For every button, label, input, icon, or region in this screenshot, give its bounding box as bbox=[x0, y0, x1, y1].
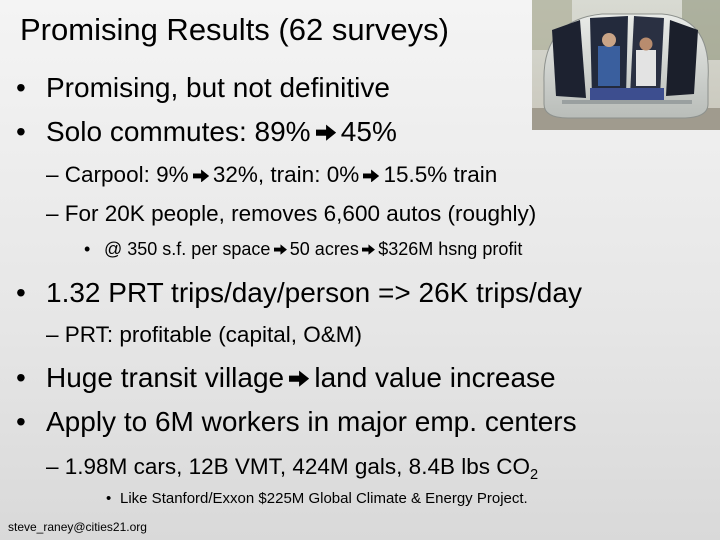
bullet-text-part: 45% bbox=[340, 116, 397, 147]
right-arrow-icon bbox=[362, 244, 376, 255]
bullet-text: 1.32 PRT trips/day/person => 26K trips/d… bbox=[46, 277, 582, 308]
right-arrow-icon bbox=[192, 168, 209, 183]
third-text-part: @ 350 s.f. per space bbox=[104, 239, 271, 259]
dash-marker: – bbox=[46, 201, 59, 226]
sub-text-part: 32%, train: 0% bbox=[212, 162, 360, 187]
slide-title: Promising Results (62 surveys) bbox=[20, 12, 449, 47]
bullet-line-transit-village: • Huge transit village land value increase bbox=[16, 362, 556, 394]
bullet-text: Promising, but not definitive bbox=[46, 72, 390, 103]
bullet-text-part: Solo commutes: 89% bbox=[46, 116, 311, 147]
third-line-acres: • @ 350 s.f. per space 50 acres $326M hsng … bbox=[84, 239, 522, 260]
bullet-marker: • bbox=[106, 490, 112, 507]
dash-marker: – bbox=[46, 454, 59, 479]
bullet-marker: • bbox=[16, 72, 26, 103]
sub-line-removes-autos: – For 20K people, removes 6,600 autos (r… bbox=[46, 201, 536, 227]
bullet-marker: • bbox=[16, 362, 26, 393]
sub-text-part: 15.5% train bbox=[383, 162, 498, 187]
right-arrow-icon bbox=[273, 244, 287, 255]
bullet-marker: • bbox=[16, 406, 26, 437]
footer-email: steve_raney@cities21.org bbox=[8, 520, 147, 534]
sub-text: 1.98M cars, 12B VMT, 424M gals, 8.4B lbs… bbox=[64, 454, 530, 479]
third-text-part: 50 acres bbox=[289, 239, 359, 259]
bullet-line-apply-workers: • Apply to 6M workers in major emp. cente… bbox=[16, 406, 577, 438]
bullet-text: Apply to 6M workers in major emp. center… bbox=[46, 406, 577, 437]
dash-marker: – bbox=[46, 162, 59, 187]
sub-line-prt-profitable: – PRT: profitable (capital, O&M) bbox=[46, 322, 362, 348]
fourth-line-stanford-exxon: • Like Stanford/Exxon $225M Global Climat… bbox=[106, 490, 528, 507]
right-arrow-icon bbox=[289, 370, 310, 387]
bullet-text-part: Huge transit village bbox=[46, 362, 285, 393]
sub-line-co2: – 1.98M cars, 12B VMT, 424M gals, 8.4B l… bbox=[46, 454, 539, 484]
bullet-line-promising: • Promising, but not definitive bbox=[16, 72, 390, 104]
bullet-marker: • bbox=[84, 239, 91, 259]
right-arrow-icon bbox=[363, 168, 380, 183]
bullet-line-solo-commutes: • Solo commutes: 89% 45% bbox=[16, 116, 397, 148]
bullet-marker: • bbox=[16, 116, 26, 147]
third-text-part: $326M hsng profit bbox=[378, 239, 523, 259]
bullet-marker: • bbox=[16, 277, 26, 308]
sub-text-part: Carpool: 9% bbox=[64, 162, 189, 187]
bullet-line-prt-trips: • 1.32 PRT trips/day/person => 26K trips/… bbox=[16, 277, 582, 309]
subscript-two: 2 bbox=[529, 467, 539, 484]
fourth-text: Like Stanford/Exxon $225M Global Climate… bbox=[120, 490, 528, 507]
sub-text: PRT: profitable (capital, O&M) bbox=[64, 322, 362, 347]
dash-marker: – bbox=[46, 322, 59, 347]
right-arrow-icon bbox=[315, 124, 336, 141]
sub-line-carpool: – Carpool: 9% 32%, train: 0% 15.5% train bbox=[46, 162, 497, 188]
sub-text: For 20K people, removes 6,600 autos (rou… bbox=[64, 201, 537, 226]
prt-vehicle-photo bbox=[532, 0, 720, 130]
bullet-text-part: land value increase bbox=[314, 362, 556, 393]
